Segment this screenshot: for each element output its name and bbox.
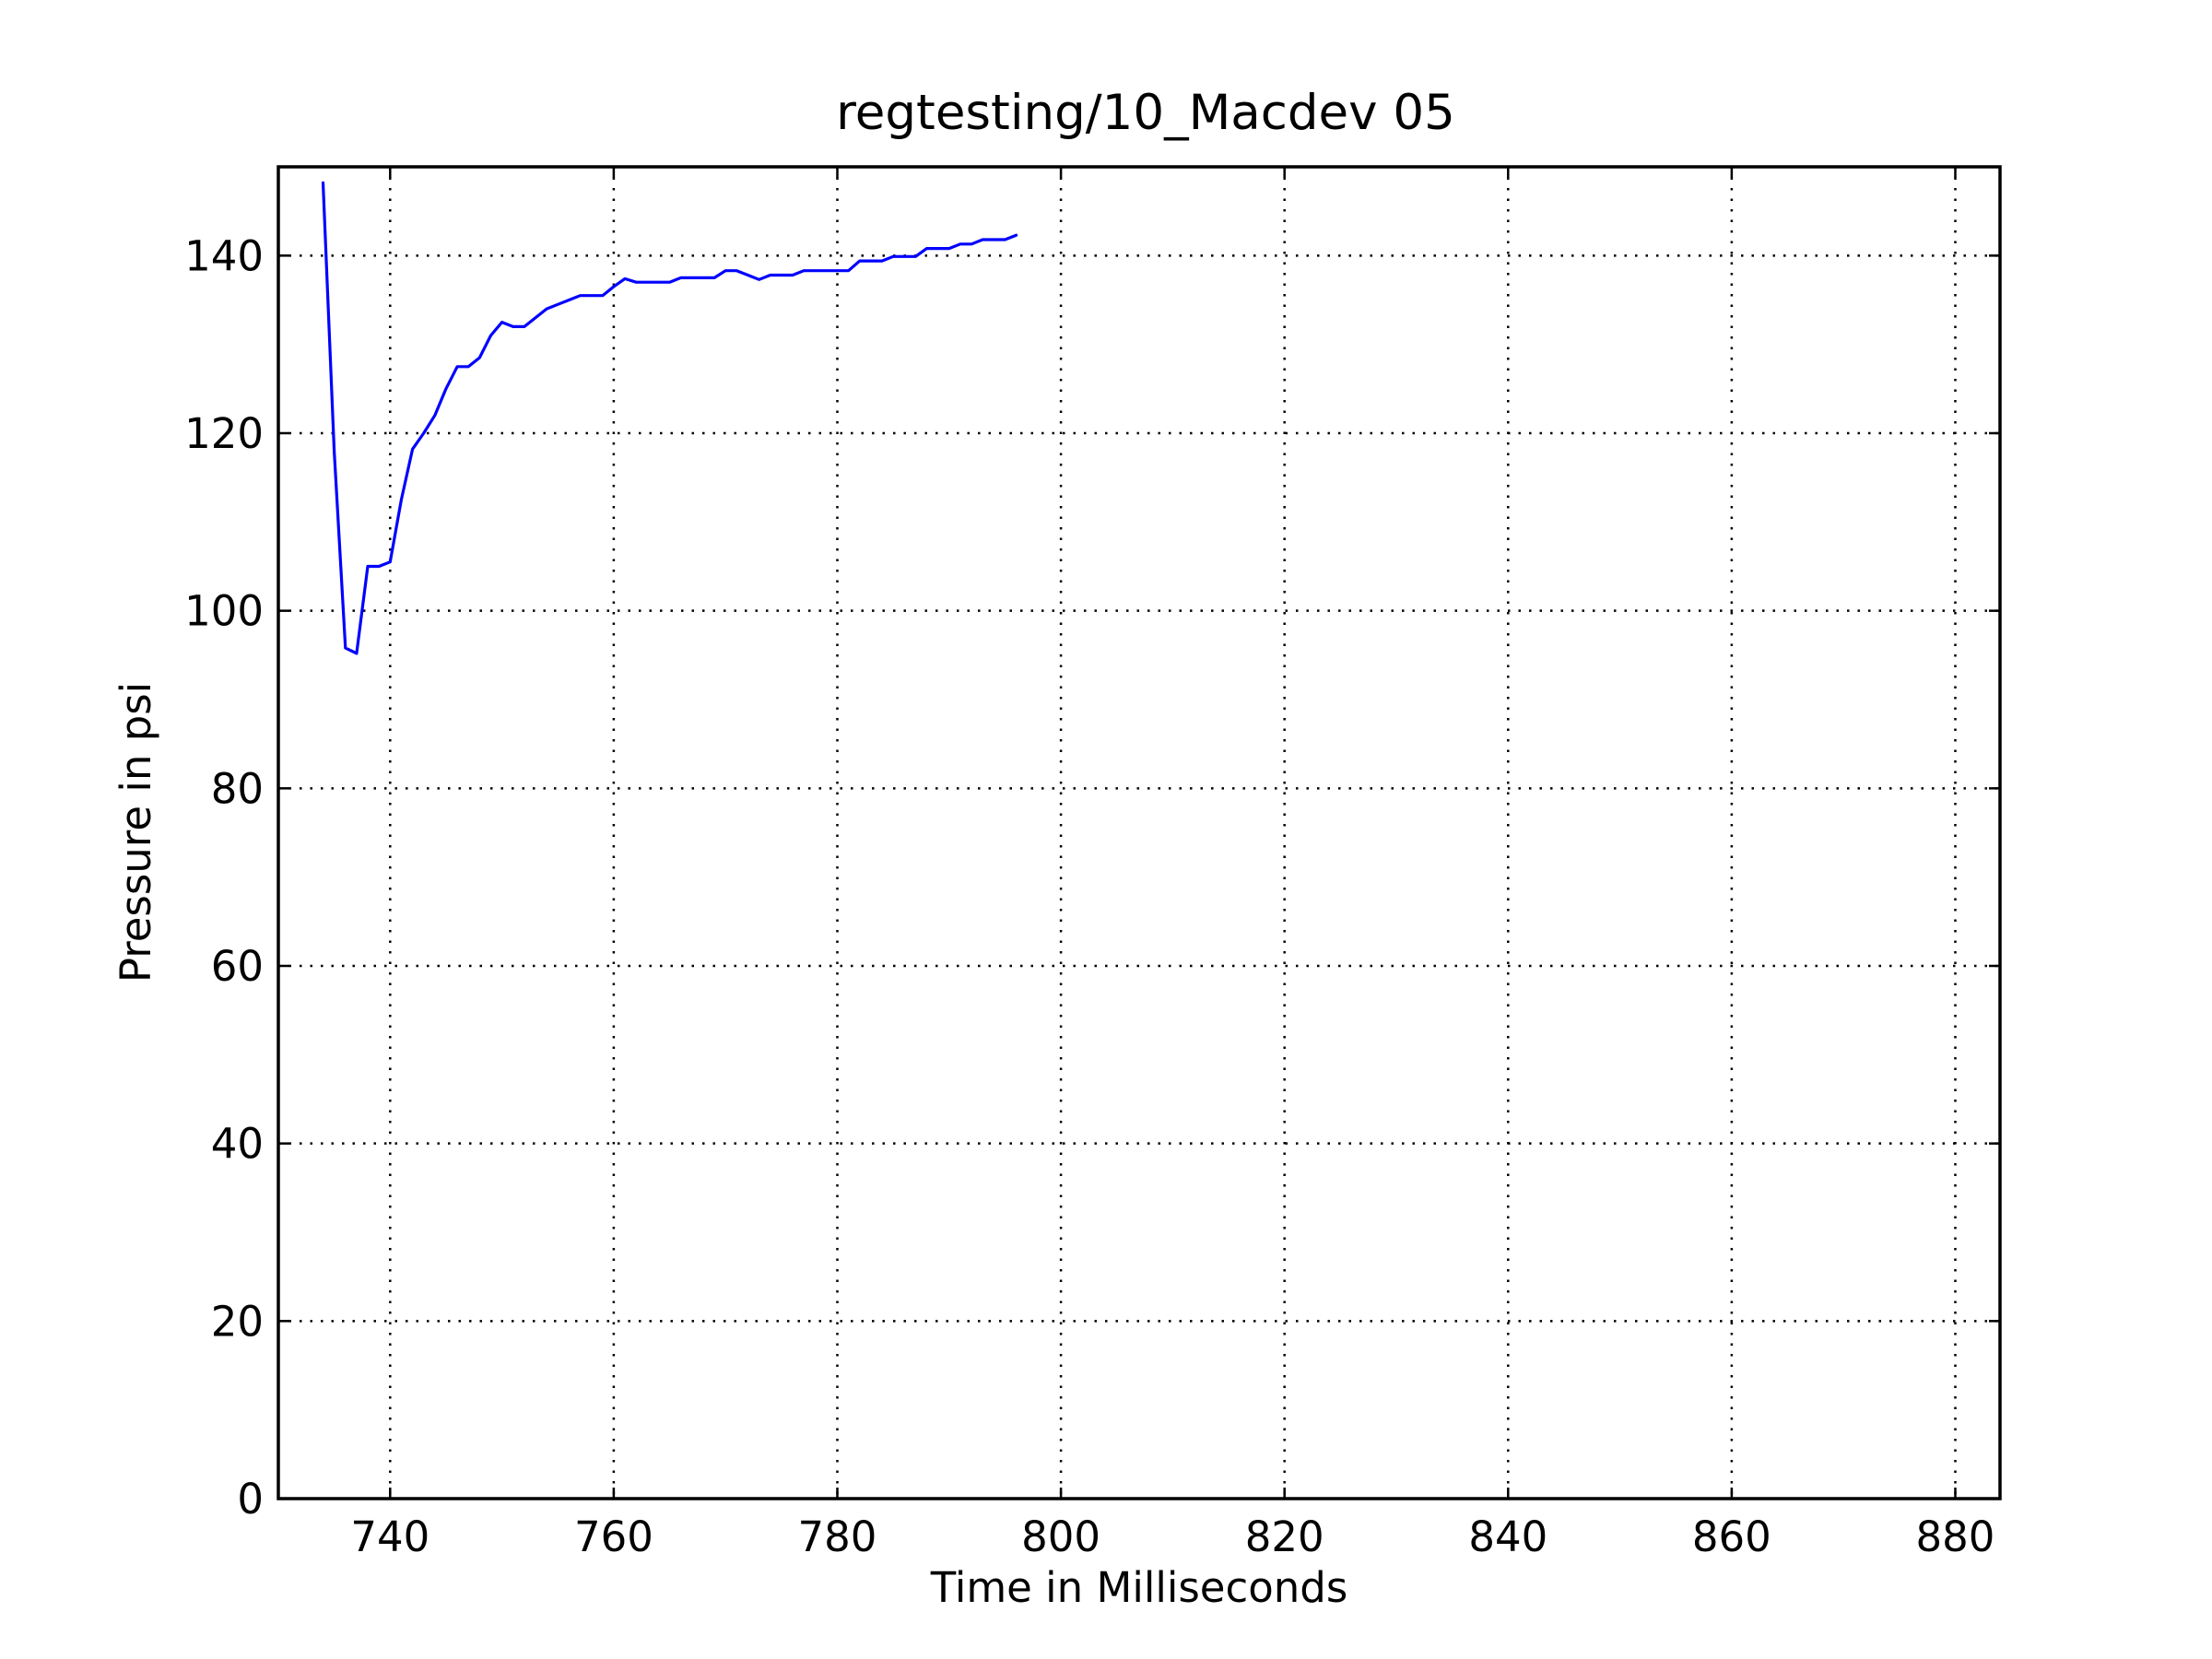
- chart-title: regtesting/10_Macdev 05: [836, 85, 1455, 141]
- x-tick-label: 760: [574, 1512, 653, 1561]
- y-tick-label: 80: [211, 764, 264, 813]
- x-tick-labels: 740 760 780 800 820 840 860 880: [350, 1512, 1994, 1561]
- series-layer: [321, 181, 1018, 655]
- tick-marks: [278, 167, 2000, 1500]
- x-tick-label: 840: [1468, 1512, 1547, 1561]
- y-tick-label: 60: [211, 942, 264, 991]
- plot-frame: [276, 165, 2002, 1500]
- y-tick-label: 40: [211, 1120, 264, 1169]
- y-tick-label: 20: [211, 1297, 264, 1346]
- y-axis-label: Pressure in psi: [112, 682, 160, 982]
- y-tick-label: 100: [184, 587, 264, 636]
- x-axis-label: Time in Milliseconds: [930, 1563, 1348, 1612]
- series-line-0: [321, 181, 1018, 655]
- y-tick-label: 120: [184, 409, 264, 458]
- y-tick-label: 140: [184, 231, 264, 280]
- x-tick-label: 780: [798, 1512, 877, 1561]
- y-tick-label: 0: [237, 1475, 264, 1524]
- x-tick-label: 800: [1021, 1512, 1100, 1561]
- y-tick-labels: 0 20 40 60 80 100 120 140: [184, 231, 264, 1524]
- x-tick-label: 740: [350, 1512, 429, 1561]
- x-tick-label: 880: [1916, 1512, 1995, 1561]
- grid: [278, 167, 2000, 1500]
- x-tick-label: 820: [1245, 1512, 1324, 1561]
- x-tick-label: 860: [1692, 1512, 1771, 1561]
